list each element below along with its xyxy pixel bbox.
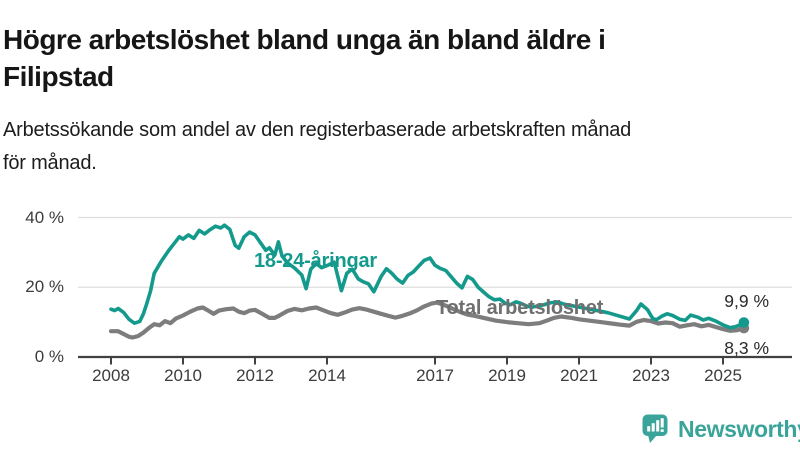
series-end-dot — [738, 317, 750, 328]
page-subtitle: Arbetssökande som andel av den registerb… — [3, 118, 632, 174]
x-tick-label: 2023 — [632, 366, 670, 385]
series-label-total: Total arbetslöshet — [436, 297, 604, 319]
series-line — [109, 223, 746, 330]
series-label-youth: 18-24-åringar — [254, 250, 378, 272]
x-tick-label: 2017 — [416, 366, 454, 385]
x-tick-label: 2012 — [236, 366, 274, 385]
x-tick-label: 2025 — [704, 366, 742, 385]
newsworthy-logo[interactable]: Newsworthy — [642, 413, 800, 445]
latest-value-youth: 9,9 % — [724, 291, 769, 311]
newsworthy-wordmark: Newsworthy — [678, 415, 800, 442]
newsworthy-icon — [642, 414, 668, 443]
header: Högre arbetslöshet bland unga än bland ä… — [3, 2, 791, 200]
x-tick-label: 2010 — [164, 366, 202, 385]
x-tick-label: 2021 — [560, 366, 598, 385]
y-tick-label: 40 % — [25, 207, 64, 227]
latest-value-total: 8,3 % — [724, 338, 769, 358]
series-line — [108, 300, 747, 340]
y-tick-label: 20 % — [25, 277, 64, 297]
y-tick-label: 0 % — [34, 347, 64, 366]
x-tick-label: 2019 — [488, 366, 526, 385]
x-tick-label: 2014 — [308, 366, 346, 385]
page-title: Högre arbetslöshet bland unga än bland ä… — [3, 23, 606, 92]
x-tick-label: 2008 — [92, 366, 130, 385]
